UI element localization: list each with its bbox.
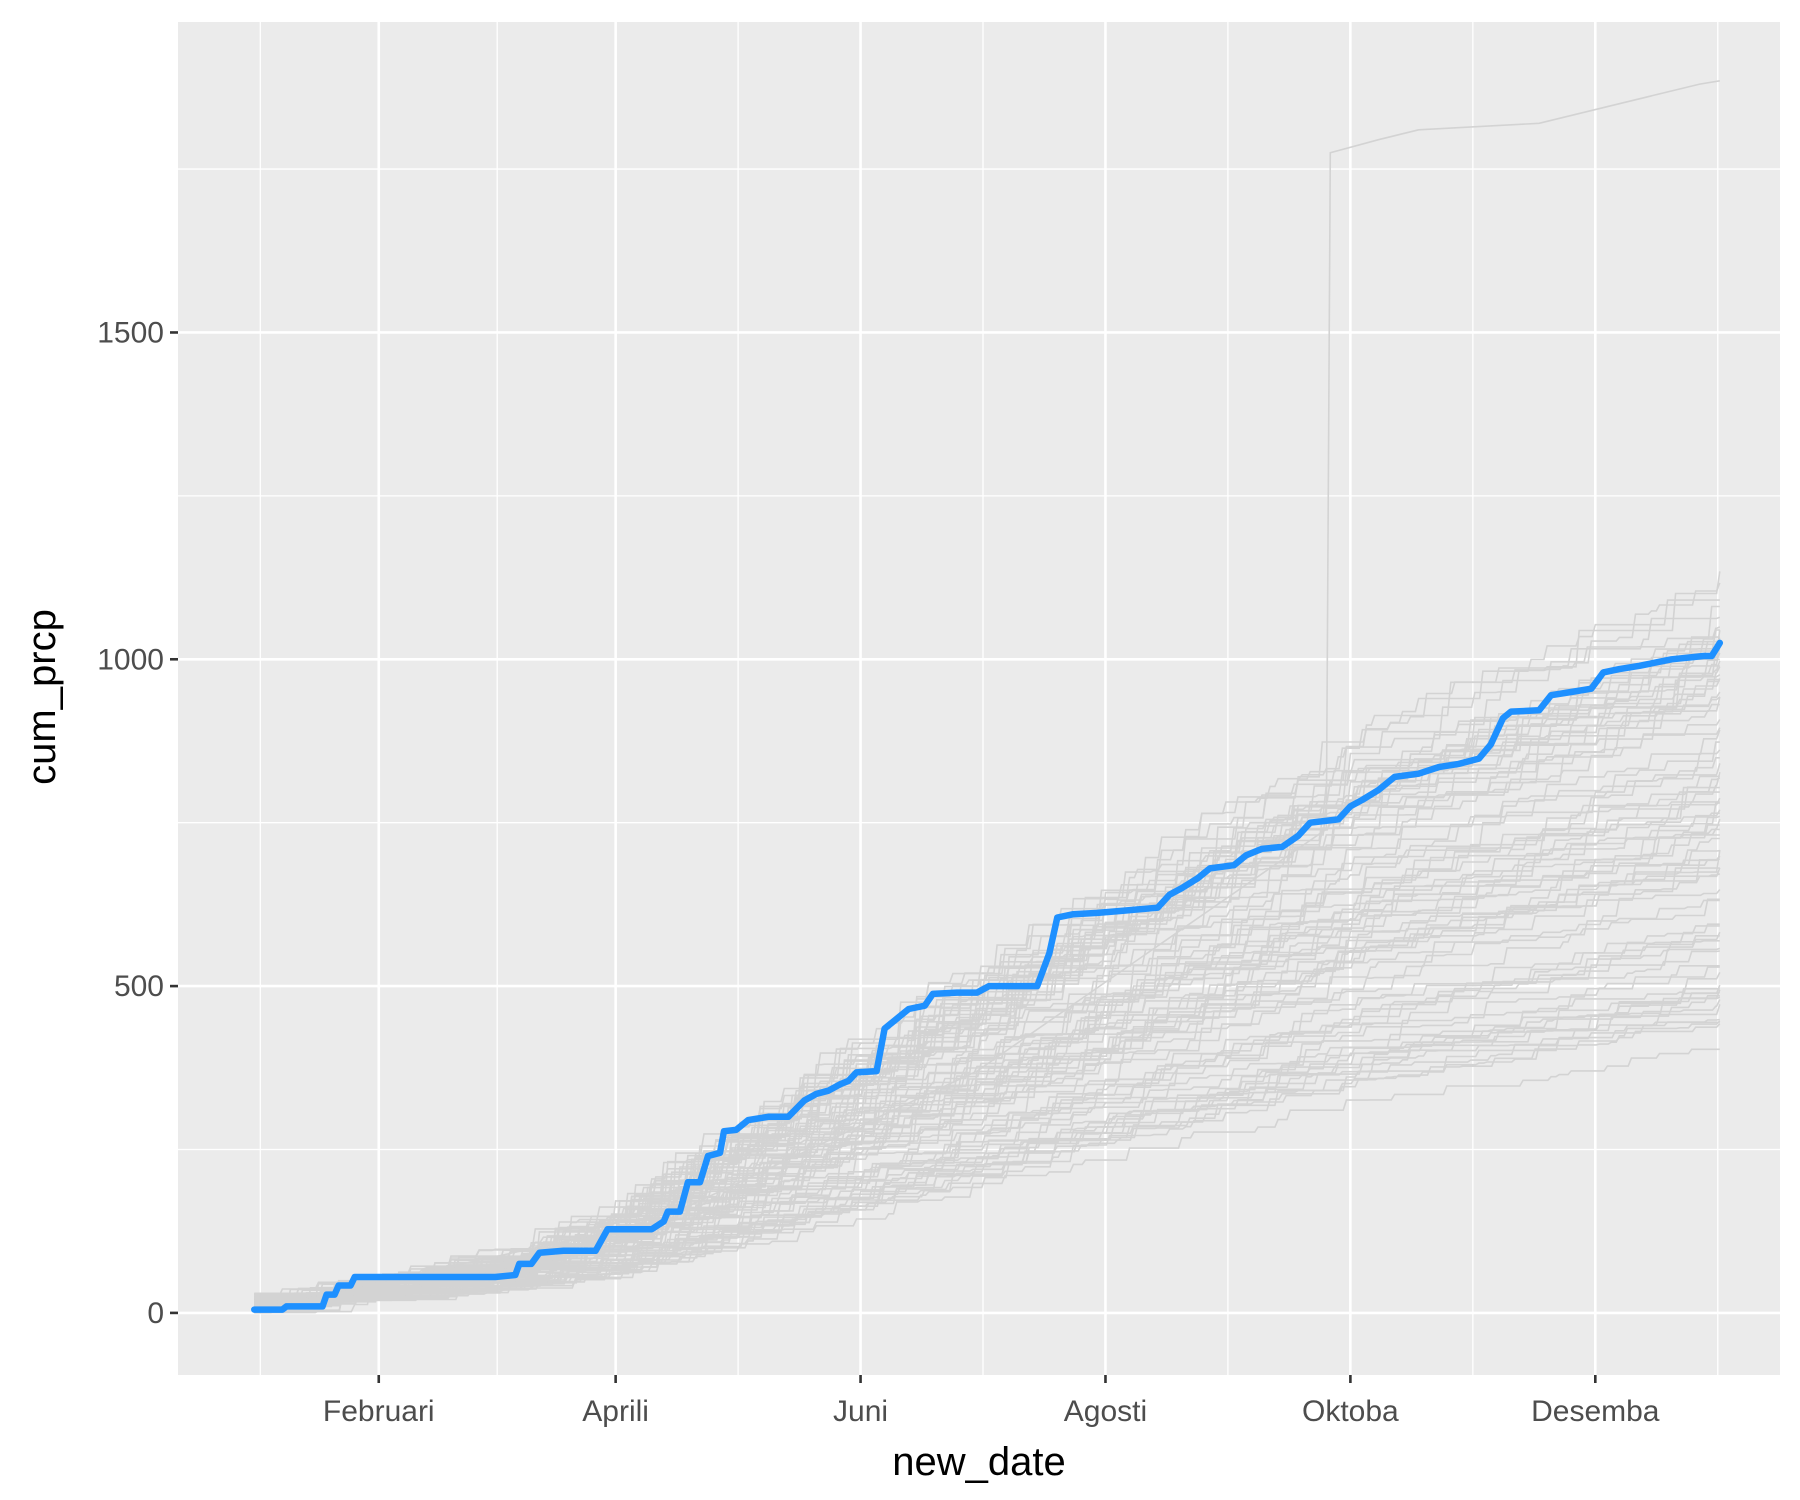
background-outlier-line: [254, 80, 1720, 1311]
y-axis-title: cum_prcp: [20, 609, 64, 785]
background-series-line: [254, 858, 1720, 1305]
background-series-line: [254, 678, 1721, 1314]
y-tick-label: 1500: [97, 316, 164, 349]
y-axis: 0 500 1000 1500: [97, 316, 178, 1330]
x-tick-label: Juni: [833, 1395, 888, 1428]
x-axis-title: new_date: [892, 1440, 1065, 1484]
highlight-series-line: [251, 639, 1724, 1313]
y-tick-label: 1000: [97, 643, 164, 676]
x-tick-label: Agosti: [1064, 1395, 1147, 1428]
background-series-line: [254, 925, 1720, 1308]
background-series-line: [254, 984, 1721, 1301]
background-series-line: [254, 772, 1721, 1298]
background-series-line: [254, 966, 1720, 1308]
background-series-line: [254, 616, 1721, 1309]
x-tick-label: Februari: [323, 1395, 435, 1428]
x-axis: Februari Aprili Juni Agosti Oktoba Desemba: [323, 1375, 1660, 1428]
highlight-line: [251, 639, 1724, 1313]
background-series-line: [254, 645, 1721, 1305]
background-series-line: [254, 999, 1721, 1301]
background-series-line: [254, 605, 1720, 1304]
x-tick-label: Oktoba: [1302, 1395, 1399, 1428]
major-gridlines: [178, 22, 1780, 1375]
background-series-line: [254, 630, 1721, 1313]
y-tick-label: 0: [147, 1297, 164, 1330]
background-series-line: [254, 940, 1720, 1295]
y-tick-label: 500: [114, 970, 164, 1003]
minor-gridlines: [178, 22, 1780, 1375]
x-tick-label: Aprili: [582, 1395, 649, 1428]
x-tick-label: Desemba: [1531, 1395, 1660, 1428]
